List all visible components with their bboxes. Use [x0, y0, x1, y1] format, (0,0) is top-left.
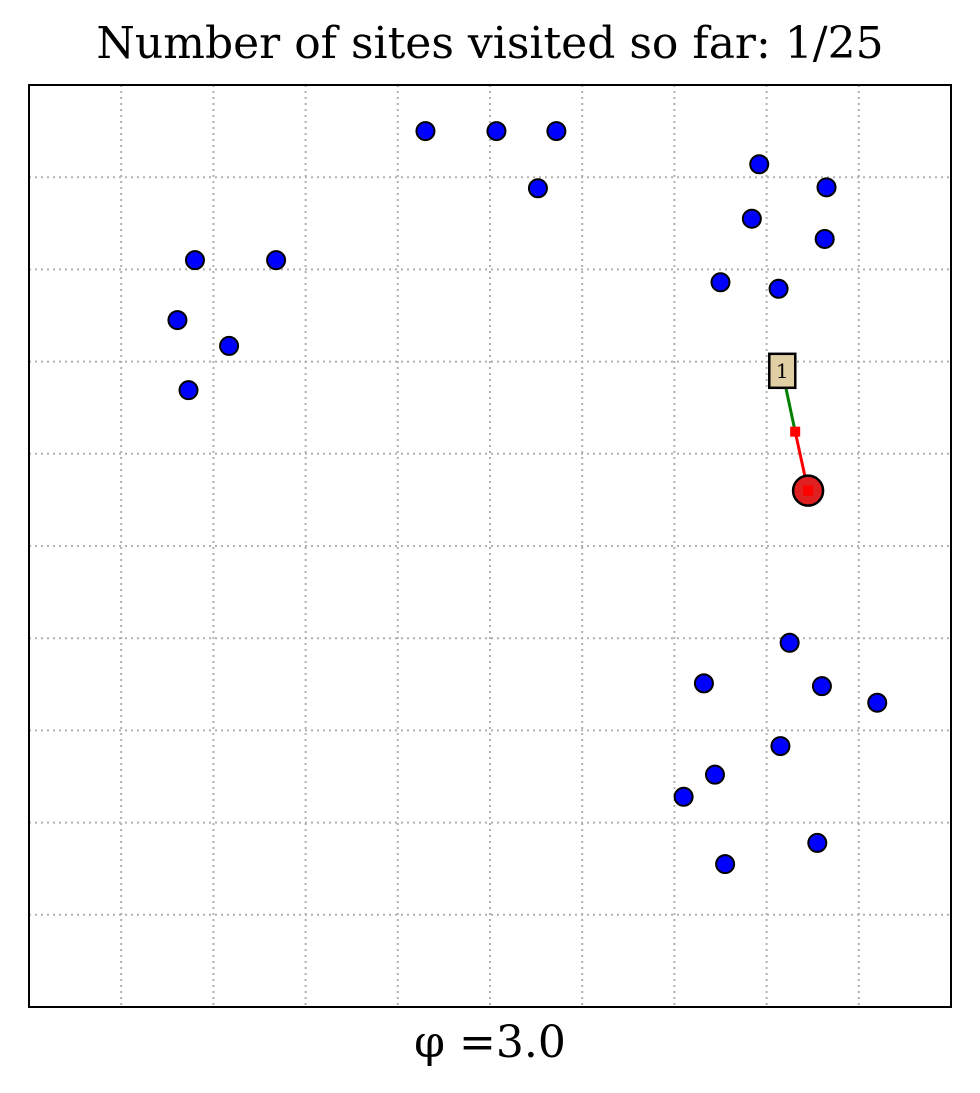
grid-lines: [29, 85, 951, 1007]
site-point: [704, 764, 725, 785]
site-point: [749, 154, 770, 175]
site-point: [415, 121, 436, 142]
plot-frame: [28, 84, 952, 1008]
site-point: [673, 786, 694, 807]
site-point: [546, 121, 567, 142]
site-point: [167, 310, 188, 331]
site-point: [816, 177, 837, 198]
path-waypoint-marker: [803, 485, 814, 496]
visited-label-text: 1: [776, 359, 789, 383]
site-point: [770, 736, 791, 757]
site-point: [693, 673, 714, 694]
site-point: [811, 676, 832, 697]
site-point: [814, 228, 835, 249]
site-point: [807, 832, 828, 853]
site-point: [266, 250, 287, 271]
site-point: [219, 335, 240, 356]
site-point: [715, 854, 736, 875]
visited-labels: 1: [768, 352, 797, 390]
site-point: [486, 121, 507, 142]
site-point: [779, 632, 800, 653]
sites-layer: [167, 121, 888, 875]
site-point: [710, 272, 731, 293]
site-point: [867, 692, 888, 713]
site-point: [184, 250, 205, 271]
site-point: [527, 178, 548, 199]
visited-label-box: [768, 352, 797, 390]
site-point: [178, 380, 199, 401]
chart-title: Number of sites visited so far: 1/25: [96, 18, 884, 69]
x-axis-label: φ =3.0: [414, 1017, 566, 1068]
site-point: [741, 208, 762, 229]
path-waypoint-marker: [790, 426, 801, 437]
site-point: [768, 278, 789, 299]
